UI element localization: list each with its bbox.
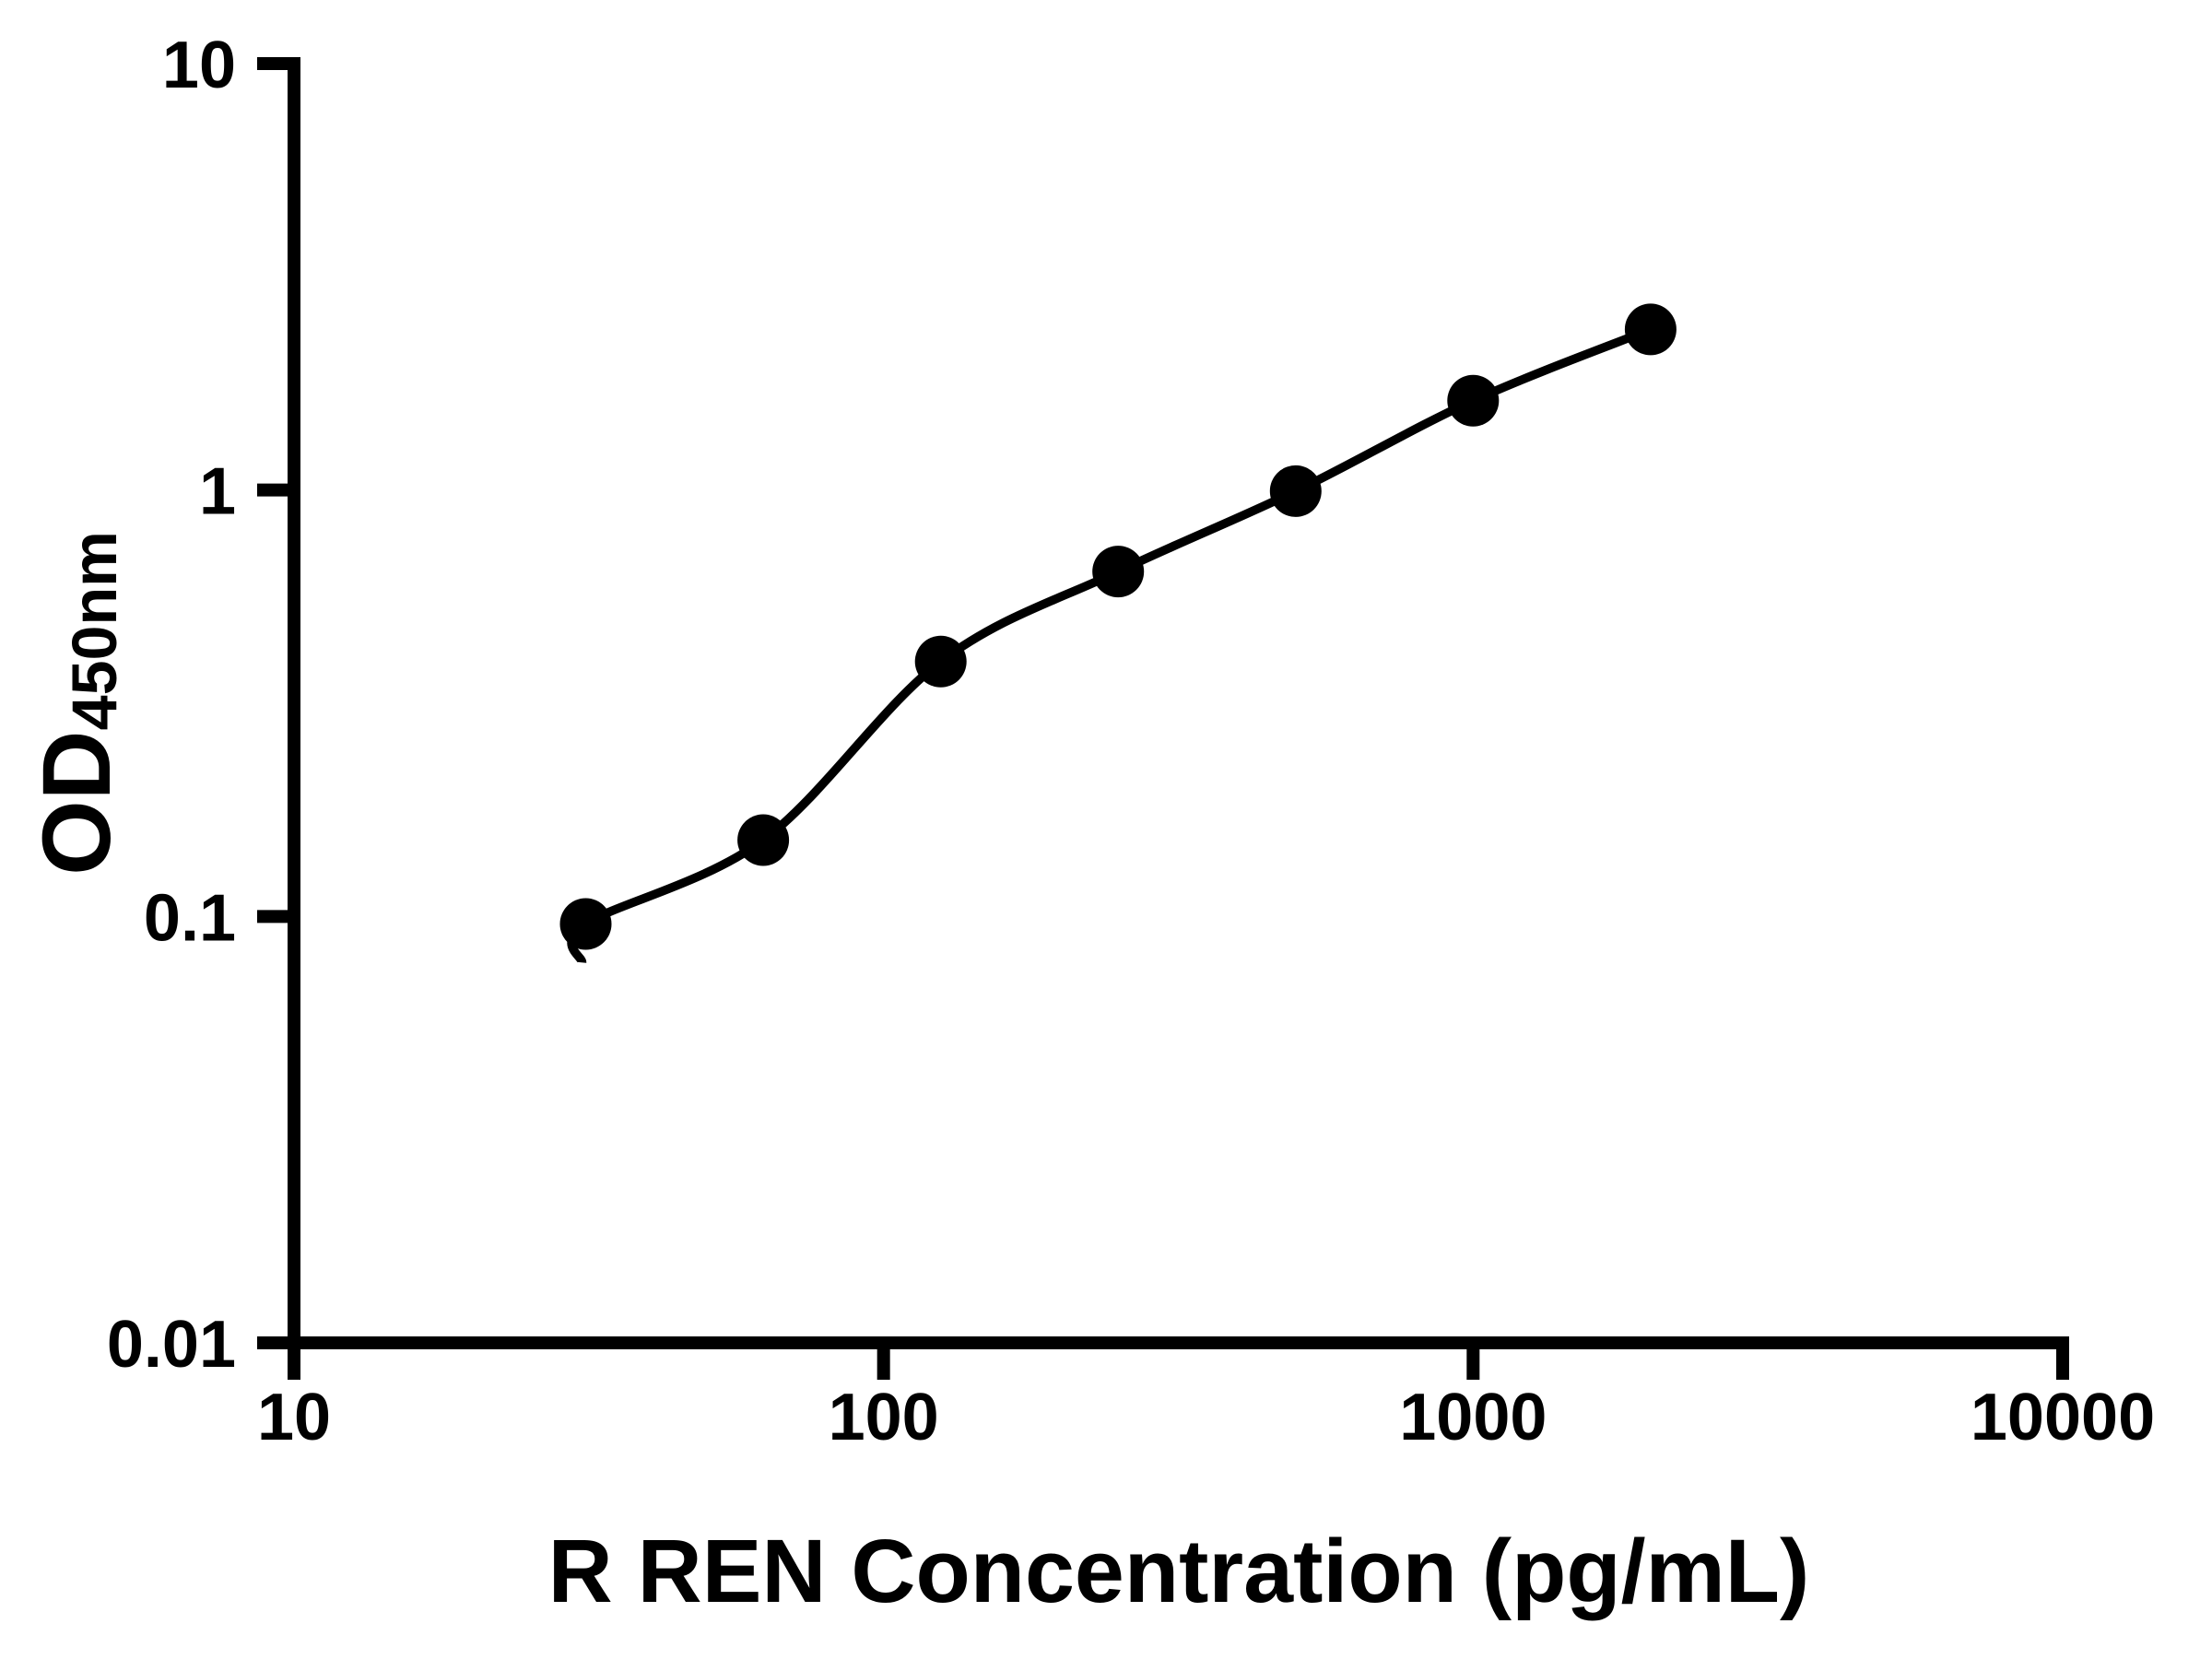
x-tick-label: 1000 [1399,1381,1547,1454]
y-tick-label: 0.01 [107,1308,236,1382]
data-point [1092,546,1145,598]
data-point [914,635,967,688]
fit-curve [567,324,1653,964]
y-tick-label: 10 [162,29,236,102]
y-axis-title-main: OD [22,730,131,876]
x-tick-label: 10 [257,1381,331,1454]
data-point [1447,374,1500,427]
x-tick-label: 10000 [1971,1381,2155,1454]
data-point [1269,465,1322,517]
y-tick-label: 0.1 [144,881,236,955]
data-point [559,898,612,950]
y-tick-label: 1 [199,455,236,529]
data-point [737,814,790,866]
x-axis-title-text: R REN Concentration (pg/mL) [547,1521,1810,1621]
y-axis-title: OD450nm [23,531,131,876]
x-tick-label: 100 [829,1381,939,1454]
x-axis-title: R REN Concentration (pg/mL) [548,1526,1810,1616]
data-point [1624,303,1677,356]
y-axis-title-subscript: 450nm [59,531,130,731]
